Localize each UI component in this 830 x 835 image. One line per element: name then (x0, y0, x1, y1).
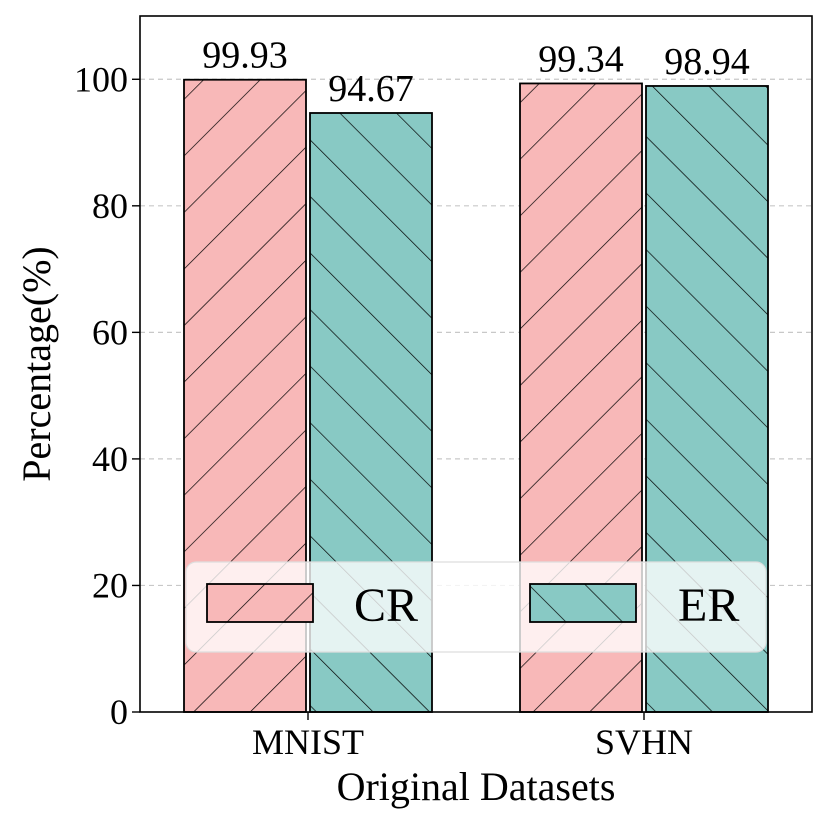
x-tick-label: MNIST (252, 722, 364, 762)
legend-swatch-hatch-cr (206, 583, 314, 623)
data-label: 99.34 (538, 38, 624, 80)
data-label: 98.94 (664, 41, 750, 83)
y-tick-label: 60 (92, 312, 128, 352)
legend-label-cr: CR (354, 579, 418, 632)
y-axis-title: Percentage(%) (14, 246, 59, 481)
x-tick-label: SVHN (595, 722, 693, 762)
y-tick-label: 20 (92, 565, 128, 605)
legend-label-er: ER (678, 579, 739, 632)
y-tick-label: 100 (74, 59, 128, 99)
y-tick-label: 0 (110, 692, 128, 732)
plot-frame (139, 15, 813, 713)
legend: CR ER (185, 561, 767, 653)
y-tick-label: 80 (92, 186, 128, 226)
data-labels-layer: 99.93 94.67 99.34 98.94 (202, 35, 750, 110)
legend-swatch-hatch-er (529, 583, 637, 623)
y-tick-label: 40 (92, 439, 128, 479)
data-label: 99.93 (202, 35, 288, 77)
x-axis-title: Original Datasets (337, 764, 616, 809)
data-label: 94.67 (328, 68, 414, 110)
